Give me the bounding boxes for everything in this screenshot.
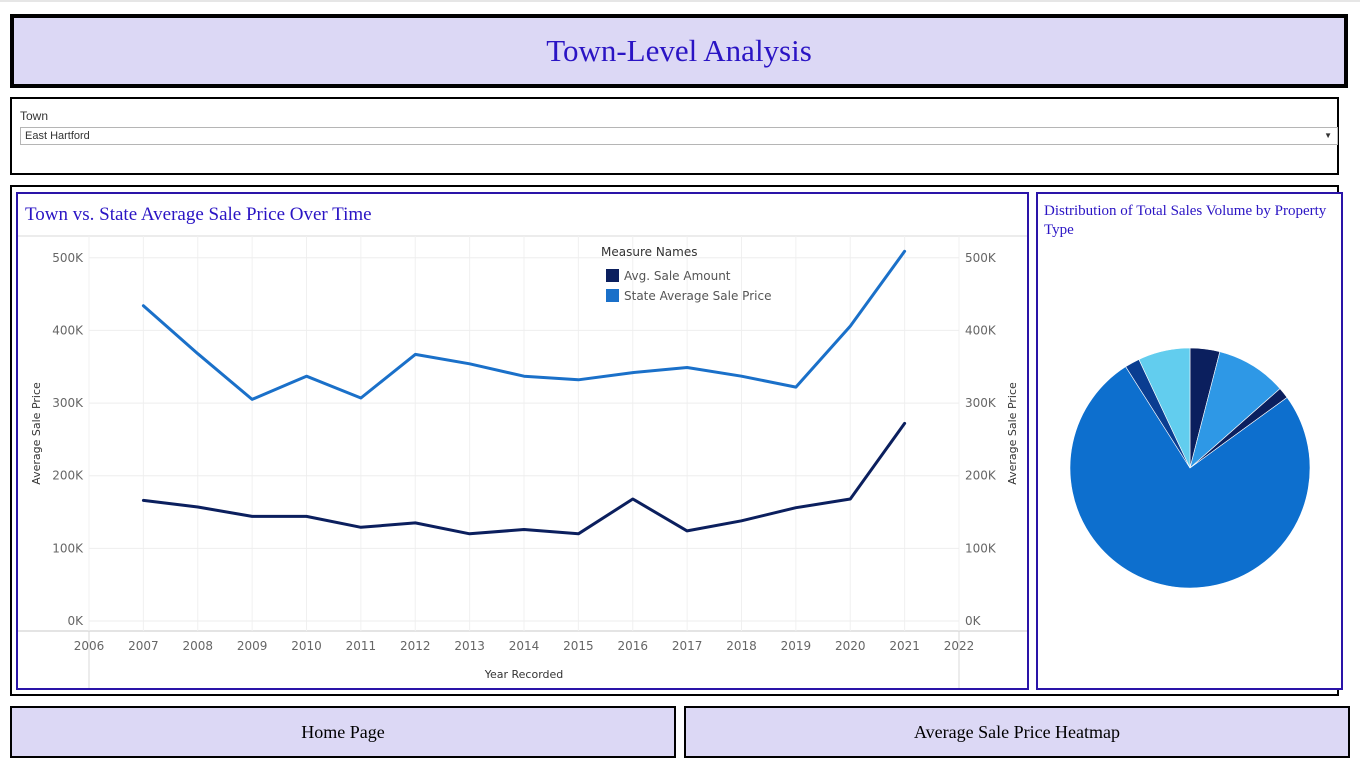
legend-swatch	[606, 269, 619, 282]
page-title: Town-Level Analysis	[546, 33, 812, 68]
x-tick-label: 2021	[889, 639, 920, 653]
x-tick-label: 2011	[346, 639, 377, 653]
x-tick-label: 2020	[835, 639, 866, 653]
town-dropdown-value: East Hartford	[25, 130, 90, 142]
y-tick-label-left: 100K	[52, 541, 84, 555]
line-chart-panel: Town vs. State Average Sale Price Over T…	[16, 192, 1029, 690]
legend-label: State Average Sale Price	[624, 289, 771, 303]
y-tick-label-right: 400K	[965, 323, 997, 337]
x-tick-label: 2014	[509, 639, 540, 653]
pie-chart-panel: Distribution of Total Sales Volume by Pr…	[1036, 192, 1343, 690]
series-line-0	[141, 421, 907, 536]
y-tick-label-left: 500K	[52, 251, 84, 265]
pie-slice-5	[1138, 347, 1191, 469]
pie-chart-title: Distribution of Total Sales Volume by Pr…	[1044, 203, 1327, 238]
line-chart: 0K 0K 100K 100K 200K 200K 300K 300K 400K 400K 500K…	[18, 235, 1027, 688]
legend-title: Measure Names	[601, 245, 697, 259]
y-tick-label-right: 0K	[965, 614, 982, 628]
y-tick-label-left: 0K	[67, 614, 84, 628]
x-tick-label: 2019	[781, 639, 812, 653]
home-page-button[interactable]: Home Page	[10, 706, 676, 758]
town-dropdown[interactable]: East Hartford ▼	[20, 127, 1338, 145]
x-tick-label: 2012	[400, 639, 431, 653]
y-tick-label-right: 200K	[965, 469, 997, 483]
legend-label: Avg. Sale Amount	[624, 269, 731, 283]
chevron-down-icon[interactable]: ▼	[1324, 131, 1332, 140]
x-tick-label: 2006	[74, 639, 105, 653]
x-tick-label: 2015	[563, 639, 594, 653]
town-filter-panel: Town East Hartford ▼	[10, 97, 1339, 175]
x-tick-label: 2018	[726, 639, 757, 653]
y-tick-label-left: 400K	[52, 323, 84, 337]
x-tick-label: 2022	[944, 639, 975, 653]
y-tick-label-right: 100K	[965, 541, 997, 555]
line-chart-title: Town vs. State Average Sale Price Over T…	[25, 204, 372, 225]
x-tick-label: 2008	[182, 639, 213, 653]
y-axis-title-left: Average Sale Price	[30, 382, 43, 485]
x-tick-label: 2017	[672, 639, 703, 653]
x-tick-label: 2013	[454, 639, 485, 653]
x-tick-label: 2010	[291, 639, 322, 653]
heatmap-button[interactable]: Average Sale Price Heatmap	[684, 706, 1350, 758]
y-axis-title-right: Average Sale Price	[1006, 382, 1019, 485]
pie-chart	[1069, 347, 1311, 589]
town-filter-label: Town	[20, 109, 49, 123]
y-tick-label-right: 300K	[965, 396, 997, 410]
y-tick-label-left: 300K	[52, 396, 84, 410]
legend-swatch	[606, 289, 619, 302]
x-tick-label: 2016	[617, 639, 648, 653]
header-banner: Town-Level Analysis	[10, 14, 1348, 88]
y-tick-label-right: 500K	[965, 251, 997, 265]
x-tick-label: 2009	[237, 639, 268, 653]
top-divider	[0, 0, 1360, 2]
x-axis-title: Year Recorded	[484, 668, 564, 681]
x-tick-label: 2007	[128, 639, 159, 653]
y-tick-label-left: 200K	[52, 469, 84, 483]
pie-slice-3	[1069, 366, 1311, 589]
